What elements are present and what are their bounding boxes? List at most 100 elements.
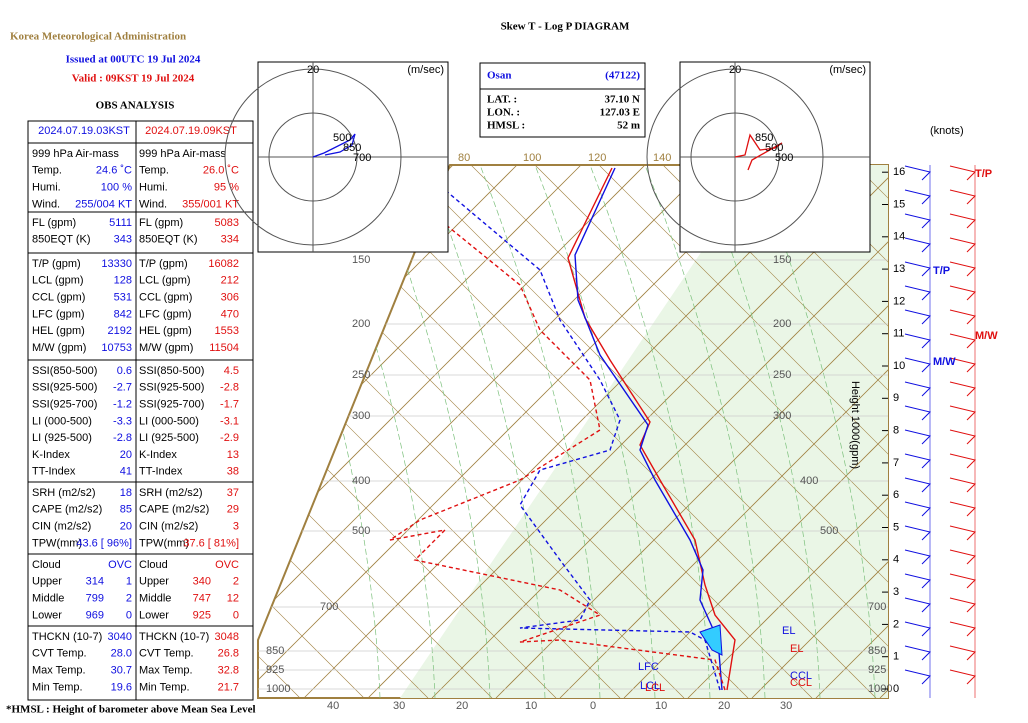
dry-adiabat	[258, 165, 493, 698]
pressure-label: 300	[773, 410, 791, 422]
hodo-label: 500	[775, 152, 793, 164]
barb	[949, 357, 976, 373]
row-value: 925	[193, 609, 211, 621]
height-tick-label: 6	[893, 489, 899, 501]
barb	[904, 669, 931, 685]
row-value: 5083	[215, 217, 239, 229]
row-value: 12	[227, 593, 239, 605]
barb	[949, 597, 976, 613]
station-id: (47122)	[605, 70, 640, 82]
column-header: 2024.07.19.03KST	[38, 125, 130, 137]
level-label: LFC	[638, 661, 659, 673]
row-label: LFC (gpm)	[139, 308, 192, 320]
agency: Korea Meteorological Administration	[10, 31, 186, 43]
dry-adiabat	[258, 165, 429, 698]
row-value: 1553	[215, 325, 239, 337]
dry-adiabat	[662, 165, 888, 698]
row-value: 28.0	[111, 648, 132, 660]
barb	[904, 405, 931, 421]
barb	[904, 645, 931, 661]
height-axis-title: Height 1000(gpm)	[849, 381, 861, 469]
row-label: CIN (m2/s2)	[139, 521, 198, 533]
row-value: 16082	[208, 258, 239, 270]
row-label: 999 hPa Air-mass	[32, 148, 119, 160]
row-label: LI (000-500)	[139, 415, 199, 427]
hodo-label: 700	[353, 152, 371, 164]
row-value: 340	[193, 576, 211, 588]
row-label: Cloud	[32, 559, 61, 571]
height-tick-label: 0	[893, 683, 899, 695]
station-val: 37.10 N	[605, 94, 641, 106]
hodo-track	[734, 133, 783, 171]
pressure-label: 200	[773, 318, 791, 330]
hodo-unit: (m/sec)	[407, 64, 444, 76]
station-key: LON. :	[487, 107, 520, 119]
row-value: 95 %	[214, 182, 239, 194]
isotherm	[687, 165, 888, 698]
barb	[949, 309, 976, 325]
barb	[904, 453, 931, 469]
row-value: 13330	[101, 258, 132, 270]
row-value: 747	[193, 593, 211, 605]
row-value: 255/004 KT	[75, 198, 132, 210]
barb	[904, 261, 931, 277]
row-label: LI (925-500)	[32, 432, 92, 444]
theta-label: 100	[523, 152, 541, 164]
pressure-label: 1000	[266, 683, 290, 695]
row-value: 20	[120, 521, 132, 533]
level-label: CCL	[790, 677, 812, 689]
pressure-label: 250	[773, 369, 791, 381]
dry-adiabat	[406, 165, 888, 698]
row-value: 29	[227, 504, 239, 516]
issued: Issued at 00UTC 19 Jul 2024	[66, 54, 201, 66]
row-value: 43.6 [ 96%]	[76, 537, 132, 549]
row-label: SSI(850-500)	[32, 365, 97, 377]
row-value: 842	[114, 308, 132, 320]
temp-label: 20	[718, 700, 730, 712]
height-tick-label: 16	[893, 166, 905, 178]
moist-zone	[400, 165, 888, 698]
row-label: Min Temp.	[32, 681, 83, 693]
barb	[904, 429, 931, 445]
barb	[904, 285, 931, 301]
height-tick-label: 11	[893, 328, 904, 340]
row-value: 5111	[109, 217, 132, 229]
hodo-label: 500	[765, 142, 783, 154]
dry-adiabat	[258, 165, 621, 698]
dry-adiabat	[342, 165, 877, 698]
row-label: Humi.	[32, 182, 61, 194]
barb	[904, 381, 931, 397]
temp-label: 10	[525, 700, 537, 712]
level-label: LCL	[640, 680, 660, 692]
row-label: M/W (gpm)	[139, 342, 193, 354]
isotherm	[258, 165, 774, 698]
dry-adiabat	[598, 165, 888, 698]
barb	[904, 621, 931, 637]
dry-adiabat	[534, 165, 888, 698]
level-label: EL	[782, 625, 795, 637]
row-label: SSI(925-700)	[139, 399, 204, 411]
row-value: 19.6	[111, 681, 132, 693]
barb	[949, 189, 976, 205]
height-tick-label: 14	[893, 231, 905, 243]
level-label: EL	[790, 643, 803, 655]
barb	[904, 573, 931, 589]
row-label: Middle	[32, 593, 64, 605]
row-value: 128	[114, 275, 132, 287]
barb	[949, 261, 976, 277]
column-header: 2024.07.19.09KST	[145, 125, 237, 137]
pressure-label: 500	[820, 525, 838, 537]
pressure-label: 850	[868, 645, 886, 657]
barb	[949, 213, 976, 229]
barb	[949, 237, 976, 253]
cape-area	[699, 624, 723, 656]
barb	[949, 501, 976, 517]
barb	[904, 237, 931, 253]
pressure-label: 925	[266, 664, 284, 676]
pressure-label: 150	[773, 254, 791, 266]
pressure-label: 300	[352, 410, 370, 422]
row-label: CAPE (m2/s2)	[32, 504, 102, 516]
temp-label: 30	[393, 700, 405, 712]
row-value: 26.8	[218, 648, 239, 660]
